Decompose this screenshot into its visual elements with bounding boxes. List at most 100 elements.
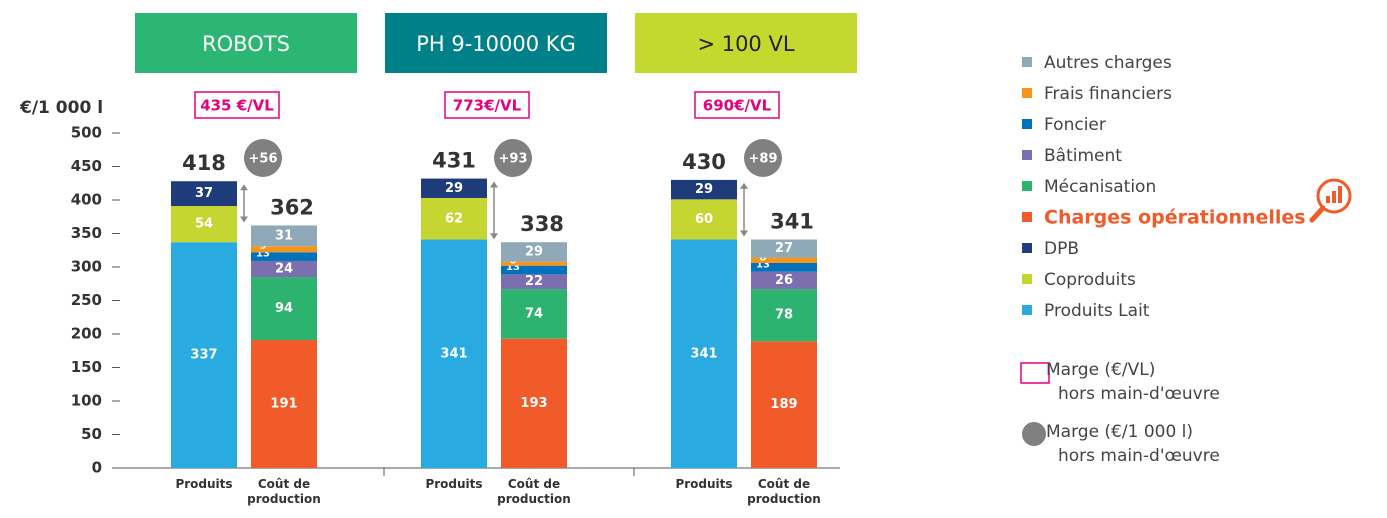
- data-label: 24: [275, 262, 293, 277]
- y-tick-label: 450: [71, 157, 102, 175]
- data-label: 29: [445, 181, 463, 196]
- legend-swatch: [1022, 305, 1032, 315]
- legend-label: Autres charges: [1044, 53, 1172, 73]
- bar-segment: [501, 289, 567, 339]
- margin-box: [444, 91, 530, 119]
- y-tick-label: 100: [71, 392, 102, 410]
- y-tick-label: 300: [71, 258, 102, 276]
- legend-label: Foncier: [1044, 115, 1106, 135]
- data-label: 26: [775, 273, 793, 288]
- y-tick-label: 50: [81, 425, 102, 443]
- x-tick-label: Produits: [425, 477, 483, 491]
- margin-arrow-head: [490, 181, 498, 240]
- data-label: 74: [525, 306, 543, 321]
- data-label: 8: [760, 252, 767, 263]
- x-tick-label: Produits: [175, 477, 233, 491]
- legend-swatch: [1022, 150, 1032, 160]
- group-title: > 100 VL: [697, 32, 794, 56]
- data-label: 78: [775, 308, 793, 323]
- bar-segment: [751, 262, 817, 272]
- legend-label: Mécanisation: [1044, 177, 1156, 197]
- data-label: 60: [695, 212, 713, 227]
- legend-swatch: [1022, 57, 1032, 67]
- bar-segment: [751, 289, 817, 342]
- legend-label: Frais financiers: [1044, 84, 1172, 104]
- legend-label: Coproduits: [1044, 270, 1136, 290]
- legend-note-text: Marge (€/1 000 l): [1046, 422, 1193, 442]
- bar-total: 341: [770, 210, 814, 234]
- y-tick-label: 500: [71, 124, 102, 142]
- group-header: [385, 13, 607, 73]
- data-label: 22: [525, 274, 543, 289]
- x-tick-label: Coût de production: [497, 477, 571, 506]
- margin-circle: [244, 139, 282, 177]
- y-tick-label: 250: [71, 291, 102, 309]
- margin-per-cow: 690€/VL: [703, 97, 772, 115]
- margin-per-1000l: +56: [249, 152, 278, 167]
- y-tick-label: 200: [71, 325, 102, 343]
- legend-label: Produits Lait: [1044, 301, 1150, 321]
- margin-per-cow: 773€/VL: [453, 97, 522, 115]
- bar-segment: [251, 252, 317, 261]
- legend-swatch: [1022, 119, 1032, 129]
- data-label: 9: [260, 241, 267, 252]
- bar-segment: [251, 225, 317, 247]
- data-label: 191: [270, 397, 297, 412]
- data-label: 341: [690, 346, 717, 361]
- data-label: 94: [275, 301, 293, 316]
- x-tick-label: Produits: [675, 477, 733, 491]
- bar-total: 338: [520, 212, 564, 236]
- bar-segment: [501, 242, 567, 262]
- margin-box: [194, 91, 280, 119]
- bar-segment: [421, 239, 487, 468]
- margin-per-1000l: +89: [749, 152, 778, 167]
- bar-segment: [671, 239, 737, 468]
- margin-per-cow: 435 €/VL: [200, 97, 274, 115]
- margin-circle: [744, 139, 782, 177]
- bar-total: 362: [270, 195, 314, 219]
- bar-total: 418: [182, 151, 226, 175]
- legend-label: DPB: [1044, 239, 1079, 259]
- bar-segment: [251, 340, 317, 468]
- group-title: ROBOTS: [202, 32, 290, 56]
- group-header: [135, 13, 357, 73]
- margin-box: [694, 91, 780, 119]
- data-label: 37: [195, 186, 213, 201]
- bar-segment: [751, 257, 817, 263]
- data-label: 27: [775, 241, 793, 256]
- margin-arrow-head: [740, 182, 748, 237]
- legend-note-text: Marge (€/VL): [1046, 360, 1155, 380]
- legend-label: Charges opérationnelles: [1044, 207, 1306, 229]
- bar-segment: [421, 197, 487, 240]
- data-label: 189: [770, 397, 797, 412]
- data-label: 341: [440, 346, 467, 361]
- legend-note-text: hors main-d'œuvre: [1058, 446, 1220, 466]
- legend-swatch: [1022, 88, 1032, 98]
- data-label: 29: [525, 244, 543, 259]
- legend-note-square: [1020, 362, 1050, 384]
- legend-label: Bâtiment: [1044, 146, 1122, 166]
- bar-segment: [251, 277, 317, 341]
- bar-total: 431: [432, 149, 476, 173]
- margin-circle: [494, 139, 532, 177]
- bar-segment: [751, 271, 817, 290]
- legend-swatch: [1022, 243, 1032, 253]
- bar-segment: [751, 239, 817, 258]
- bar-segment: [251, 246, 317, 253]
- legend-note-circle: [1022, 422, 1046, 446]
- data-label: 29: [695, 182, 713, 197]
- bar-segment: [501, 274, 567, 290]
- bar-segment: [171, 242, 237, 468]
- bar-segment: [671, 199, 737, 240]
- y-tick-label: 400: [71, 191, 102, 209]
- data-label: 13: [256, 249, 270, 260]
- data-label: 62: [445, 211, 463, 226]
- bar-segment: [171, 181, 237, 207]
- y-tick-label: 150: [71, 358, 102, 376]
- bar-segment: [501, 265, 567, 275]
- y-tick-label: 350: [71, 224, 102, 242]
- y-tick-label: 0: [92, 459, 102, 477]
- x-tick-label: Coût de production: [247, 477, 321, 506]
- bar-segment: [171, 206, 237, 243]
